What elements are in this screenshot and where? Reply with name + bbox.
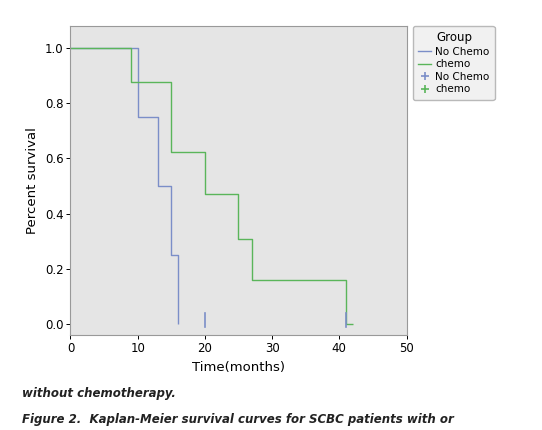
Y-axis label: Percent survival: Percent survival (27, 127, 40, 234)
X-axis label: Time(months): Time(months) (192, 361, 285, 374)
Text: without chemotherapy.: without chemotherapy. (22, 387, 176, 400)
Text: Figure 2.  Kaplan-Meier survival curves for SCBC patients with or: Figure 2. Kaplan-Meier survival curves f… (22, 413, 454, 426)
Legend: No Chemo, chemo, No Chemo, chemo: No Chemo, chemo, No Chemo, chemo (413, 26, 494, 100)
